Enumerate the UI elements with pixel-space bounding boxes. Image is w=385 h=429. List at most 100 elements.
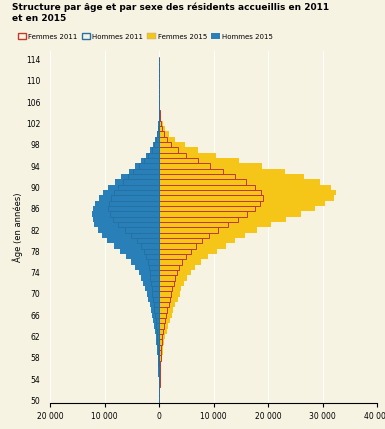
Bar [93, 217, 159, 222]
Bar [159, 281, 174, 286]
Bar [157, 131, 159, 137]
Bar [131, 260, 159, 265]
Bar [103, 190, 159, 195]
Bar [152, 286, 159, 291]
Bar [159, 254, 208, 260]
Bar [159, 206, 255, 211]
Legend: Femmes 2011, Hommes 2011, Femmes 2015, Hommes 2015: Femmes 2011, Hommes 2011, Femmes 2015, H… [15, 30, 275, 42]
Bar [159, 366, 161, 371]
Bar [159, 339, 164, 344]
Bar [159, 350, 161, 355]
Bar [139, 163, 159, 169]
Bar [159, 163, 210, 169]
Bar [159, 318, 165, 323]
Bar [148, 297, 159, 302]
Bar [129, 169, 159, 174]
Bar [122, 174, 159, 179]
Bar [159, 281, 184, 286]
Bar [159, 158, 239, 163]
Bar [154, 302, 159, 307]
Bar [159, 227, 257, 233]
Bar [99, 195, 159, 201]
Bar [159, 302, 169, 307]
Bar [158, 361, 159, 366]
Bar [149, 153, 159, 158]
Bar [159, 238, 202, 243]
Bar [150, 275, 159, 281]
Bar [158, 371, 159, 377]
Bar [159, 313, 166, 318]
Bar [157, 355, 159, 361]
Bar [159, 275, 187, 281]
Bar [109, 185, 159, 190]
Bar [146, 254, 159, 260]
Bar [157, 334, 159, 339]
Bar [159, 275, 175, 281]
Bar [155, 329, 159, 334]
Bar [118, 185, 159, 190]
Bar [128, 174, 159, 179]
Bar [156, 339, 159, 344]
Bar [158, 355, 159, 361]
Bar [97, 227, 159, 233]
Bar [159, 121, 162, 126]
Bar [159, 366, 160, 371]
Bar [159, 185, 254, 190]
Bar [159, 169, 223, 174]
Bar [159, 174, 236, 179]
Bar [159, 126, 162, 131]
Bar [159, 110, 160, 115]
Bar [159, 217, 238, 222]
Bar [153, 142, 159, 148]
Bar [158, 350, 159, 355]
Bar [159, 291, 171, 297]
Bar [113, 217, 159, 222]
Bar [156, 137, 159, 142]
Bar [159, 233, 245, 238]
Bar [159, 377, 160, 382]
Bar [159, 201, 260, 206]
Bar [159, 137, 167, 142]
Bar [159, 126, 165, 131]
Bar [156, 318, 159, 323]
Bar [159, 334, 166, 339]
Bar [135, 163, 159, 169]
Bar [159, 211, 248, 217]
Bar [145, 286, 159, 291]
Bar [159, 260, 201, 265]
Bar [110, 195, 159, 201]
Bar [158, 361, 159, 366]
Bar [148, 260, 159, 265]
Bar [125, 227, 159, 233]
Bar [159, 329, 167, 334]
Bar [139, 270, 159, 275]
Bar [159, 142, 185, 148]
Bar [121, 249, 159, 254]
Bar [131, 233, 159, 238]
Bar [158, 121, 159, 126]
Bar [159, 174, 304, 179]
Y-axis label: Âge (en années): Âge (en années) [13, 193, 23, 262]
Bar [159, 307, 167, 313]
Bar [159, 222, 271, 227]
Bar [159, 339, 162, 344]
Bar [159, 148, 198, 153]
Bar [114, 243, 159, 249]
Bar [159, 318, 170, 323]
Bar [137, 238, 159, 243]
Bar [159, 344, 164, 350]
Bar [159, 313, 171, 318]
Bar [151, 307, 159, 313]
Bar [159, 201, 325, 206]
Bar [158, 126, 159, 131]
Bar [159, 115, 160, 121]
Bar [159, 361, 160, 366]
Bar [108, 206, 159, 211]
Bar [159, 131, 169, 137]
Bar [159, 387, 160, 393]
Bar [147, 291, 159, 297]
Bar [154, 142, 159, 148]
Bar [159, 302, 176, 307]
Bar [157, 344, 159, 350]
Bar [159, 243, 196, 249]
